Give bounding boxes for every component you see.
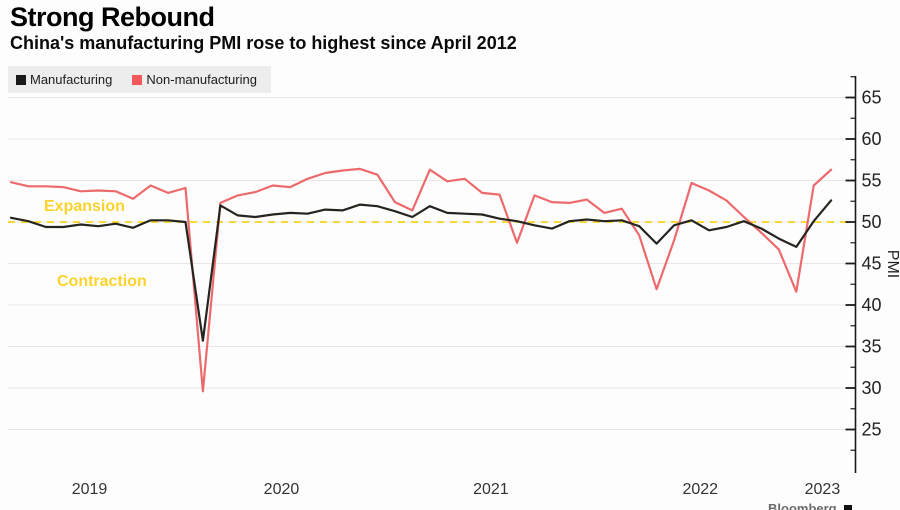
annotation-contraction: Contraction	[57, 273, 147, 290]
y-axis-title: PMI	[884, 250, 900, 278]
y-tick-label: 45	[862, 254, 882, 274]
legend-item-manufacturing: Manufacturing	[16, 72, 112, 87]
chart-title: Strong Rebound	[10, 2, 215, 32]
series-line-non-manufacturing	[9, 167, 833, 393]
x-tick-label: 2019	[72, 481, 108, 498]
y-tick-label: 40	[862, 295, 882, 315]
x-tick-label: 2021	[473, 481, 509, 498]
legend-label-manufacturing: Manufacturing	[30, 72, 113, 87]
y-tick-label: 50	[862, 212, 882, 232]
legend-label-non-manufacturing: Non-manufacturing	[146, 72, 257, 87]
annotation-expansion: Expansion	[44, 198, 125, 215]
attribution-text: Bloomberg	[768, 501, 837, 510]
series-line-manufacturing	[9, 199, 833, 342]
y-tick-label: 30	[862, 378, 882, 398]
y-tick-label: 55	[862, 171, 882, 191]
legend: Manufacturing Non-manufacturing	[8, 66, 271, 93]
chart-subtitle: China's manufacturing PMI rose to highes…	[10, 33, 517, 53]
non-manufacturing-swatch-icon	[132, 74, 143, 85]
y-tick-label: 60	[862, 129, 882, 149]
x-tick-label: 2020	[264, 481, 300, 498]
legend-item-non-manufacturing: Non-manufacturing	[132, 72, 257, 87]
x-tick-label: 2022	[682, 481, 718, 498]
y-tick-label: 35	[862, 337, 882, 357]
attribution: Bloomberg	[768, 501, 888, 510]
manufacturing-swatch-icon	[16, 74, 26, 85]
bloomberg-logo-mark-icon	[843, 505, 852, 510]
y-tick-label: 25	[862, 420, 882, 440]
y-tick-label: 65	[862, 88, 882, 108]
x-tick-label: 2023	[805, 481, 841, 498]
